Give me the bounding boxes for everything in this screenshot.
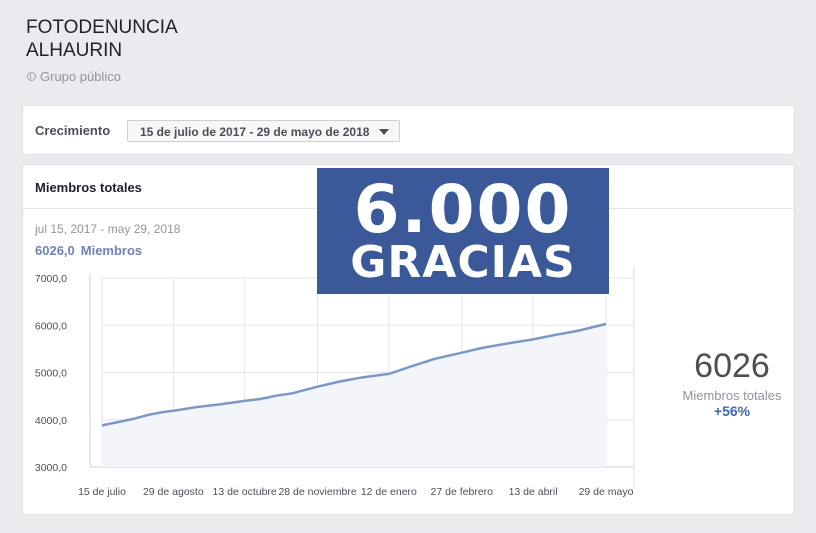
y-tick-label: 6000,0 (35, 320, 67, 332)
chart-value: 6026,0 Miembros (35, 243, 142, 258)
banner-line2: GRACIAS (350, 237, 576, 288)
x-tick-label: 13 de abril (509, 486, 558, 498)
group-name-line1[interactable]: FOTODENUNCIA (26, 17, 178, 38)
group-privacy-label: Grupo público (40, 69, 121, 84)
growth-card: Crecimiento 15 de julio de 2017 - 29 de … (22, 105, 795, 155)
x-tick-label: 15 de julio (78, 486, 126, 498)
globe-icon (27, 72, 36, 81)
date-range-value: 15 de julio de 2017 - 29 de mayo de 2018 (140, 125, 370, 139)
thanks-banner: 6.000 GRACIAS (317, 168, 609, 294)
x-tick-label: 12 de enero (361, 486, 417, 498)
banner-line1: 6.000 (353, 171, 573, 248)
group-name-line2[interactable]: ALHAURIN (26, 40, 123, 61)
summary-label: Miembros totales (682, 388, 782, 403)
growth-label: Crecimiento (35, 123, 111, 138)
series-line (101, 322, 607, 427)
y-tick-label: 4000,0 (35, 415, 67, 427)
chart-date-range: jul 15, 2017 - may 29, 2018 (35, 222, 181, 236)
members-summary: 6026 Miembros totales +56% (662, 346, 802, 419)
group-privacy: Grupo público (27, 69, 121, 84)
group-title[interactable]: FOTODENUNCIA ALHAURIN (26, 16, 178, 62)
chart-value-number: 6026,0 (35, 243, 75, 258)
summary-value: 6026 (694, 347, 770, 385)
y-tick-label: 7000,0 (35, 273, 67, 285)
members-card-title: Miembros totales (35, 180, 142, 195)
x-tick-label: 28 de noviembre (278, 486, 356, 498)
chevron-down-icon (379, 129, 390, 135)
x-tick-label: 13 de octubre (213, 486, 277, 498)
x-tick-label: 29 de mayo (579, 486, 634, 498)
series-area (102, 324, 606, 467)
date-range-select[interactable]: 15 de julio de 2017 - 29 de mayo de 2018 (127, 120, 401, 142)
y-tick-label: 3000,0 (35, 462, 67, 474)
x-tick-label: 29 de agosto (143, 486, 204, 498)
x-tick-label: 27 de febrero (431, 486, 494, 498)
y-tick-label: 5000,0 (35, 368, 67, 380)
summary-change: +56% (713, 403, 751, 419)
chart-value-label: Miembros (80, 243, 143, 258)
